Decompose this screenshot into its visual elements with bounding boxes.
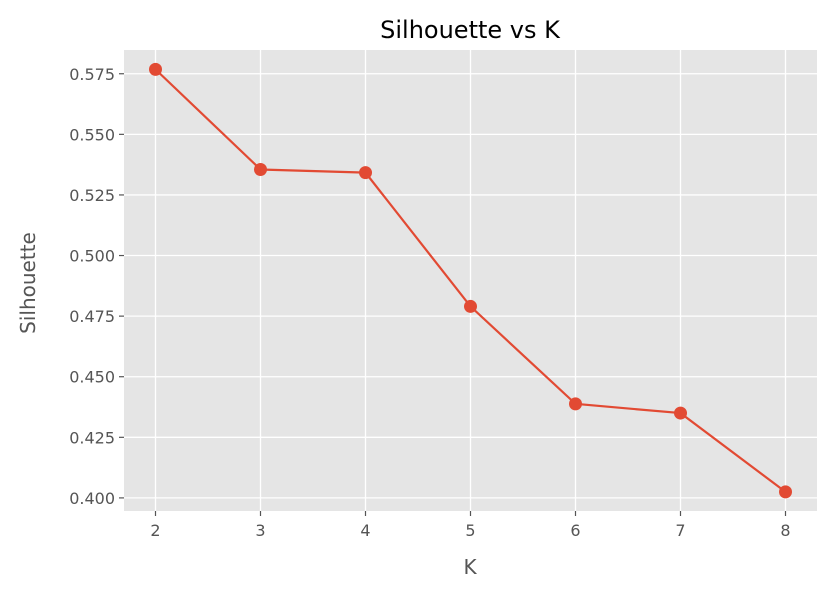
data-point xyxy=(674,406,687,420)
y-tick-label: 0.450 xyxy=(69,368,115,387)
data-point xyxy=(464,299,477,313)
data-point xyxy=(149,62,162,76)
x-ticks: 2 3 4 5 6 7 8 xyxy=(150,511,791,540)
y-tick-label: 0.400 xyxy=(69,489,115,508)
y-ticks: 0.400 0.425 0.450 0.475 0.500 0.525 0.550 0.575 xyxy=(69,65,124,508)
y-tick-label: 0.475 xyxy=(69,307,115,326)
data-point xyxy=(569,397,582,411)
chart-title: Silhouette vs K xyxy=(380,16,561,44)
x-tick-label: 3 xyxy=(255,521,265,540)
data-point xyxy=(359,166,372,180)
x-tick-label: 8 xyxy=(780,521,790,540)
data-point xyxy=(779,485,792,499)
y-tick-label: 0.425 xyxy=(69,428,115,447)
x-tick-label: 6 xyxy=(570,521,580,540)
x-tick-label: 7 xyxy=(675,521,685,540)
x-tick-label: 4 xyxy=(360,521,370,540)
series-points xyxy=(149,62,792,499)
x-tick-label: 5 xyxy=(465,521,475,540)
y-grid xyxy=(124,73,817,499)
y-tick-label: 0.575 xyxy=(69,65,115,84)
y-tick-label: 0.525 xyxy=(69,186,115,205)
data-point xyxy=(254,162,267,176)
x-grid xyxy=(154,50,787,511)
x-axis-label: K xyxy=(463,555,477,579)
y-tick-label: 0.500 xyxy=(69,247,115,266)
x-tick-label: 2 xyxy=(150,521,160,540)
y-tick-label: 0.550 xyxy=(69,125,115,144)
y-axis-label: Silhouette xyxy=(16,232,40,334)
